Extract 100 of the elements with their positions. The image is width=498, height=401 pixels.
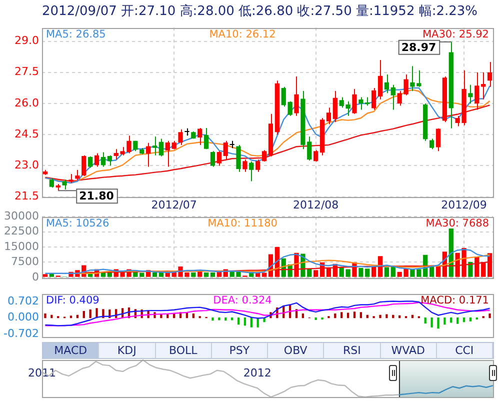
bar bbox=[456, 317, 459, 324]
bar bbox=[237, 317, 240, 325]
candlestick bbox=[468, 84, 473, 104]
y-tick-label: 0 bbox=[32, 270, 39, 284]
candlestick bbox=[49, 178, 54, 188]
bar bbox=[210, 272, 216, 277]
bar bbox=[250, 317, 252, 328]
bar bbox=[89, 310, 92, 318]
series-label: DEA: 0.324 bbox=[213, 294, 272, 306]
bar bbox=[430, 317, 433, 328]
candlestick bbox=[236, 144, 241, 172]
bar bbox=[44, 314, 46, 318]
bar bbox=[450, 317, 452, 323]
candlestick bbox=[100, 152, 106, 168]
bar bbox=[107, 272, 112, 277]
y-tick-label: 23.0 bbox=[14, 158, 39, 172]
annotation: 21.80 bbox=[79, 189, 114, 202]
bar bbox=[340, 312, 343, 318]
bar bbox=[488, 313, 491, 318]
bar bbox=[371, 266, 376, 277]
bar bbox=[82, 310, 85, 318]
y-tick-label: 0.702 bbox=[8, 294, 39, 308]
y-tick-label: 7500 bbox=[11, 255, 39, 268]
bar bbox=[326, 268, 332, 277]
chart-title: 2012/09/07 开:27.10 高:28.00 低:26.80 收:27.50 量:11952 幅:2.23% bbox=[42, 3, 478, 20]
bar bbox=[198, 271, 202, 277]
text: PSY bbox=[212, 343, 268, 358]
candlestick bbox=[436, 128, 441, 152]
x-tick-label: 2011 bbox=[28, 366, 56, 380]
candlestick bbox=[262, 150, 267, 162]
text: OBV bbox=[268, 343, 324, 358]
bar bbox=[70, 316, 72, 318]
bar bbox=[216, 272, 222, 277]
bar bbox=[218, 317, 220, 320]
y-tick-label: 22500 bbox=[4, 224, 39, 238]
candlestick bbox=[223, 140, 228, 160]
bar bbox=[468, 262, 473, 277]
candlestick bbox=[62, 179, 67, 190]
candlestick bbox=[165, 140, 170, 168]
text: MA30: 25.92 bbox=[422, 28, 489, 40]
candlestick bbox=[326, 107, 332, 125]
text: MA5: 26.85 bbox=[46, 28, 106, 40]
candlestick bbox=[249, 161, 254, 182]
bar bbox=[358, 268, 364, 277]
candlestick bbox=[358, 96, 364, 110]
bar bbox=[204, 272, 209, 277]
bar bbox=[314, 317, 317, 320]
candlestick bbox=[107, 154, 112, 166]
candlestick bbox=[487, 62, 492, 88]
bar bbox=[379, 314, 382, 318]
bar bbox=[49, 274, 54, 277]
candlestick bbox=[429, 138, 434, 150]
bar bbox=[314, 270, 318, 277]
series-label: MACD: 0.171 bbox=[420, 294, 489, 306]
candlestick bbox=[294, 76, 299, 116]
bar bbox=[192, 314, 194, 318]
bar bbox=[436, 266, 441, 277]
bar bbox=[481, 262, 486, 277]
candlestick bbox=[94, 152, 100, 168]
text: MA10: 11180 bbox=[208, 217, 278, 230]
candlestick bbox=[82, 154, 86, 177]
candlestick bbox=[204, 127, 209, 150]
candlestick bbox=[390, 84, 396, 110]
bar bbox=[360, 312, 362, 318]
bar bbox=[353, 312, 356, 318]
bar bbox=[191, 272, 196, 277]
y-tick-label: -0.702 bbox=[4, 326, 39, 340]
text: BOLL bbox=[156, 343, 212, 358]
annotation: 28.97 bbox=[401, 40, 436, 54]
candlestick bbox=[242, 158, 248, 172]
candlestick bbox=[210, 150, 216, 168]
candlestick bbox=[216, 150, 222, 166]
text: MA30: 7688 bbox=[426, 217, 489, 230]
x-tick-label: 2012/08 bbox=[292, 198, 339, 212]
bar bbox=[244, 317, 246, 326]
x-tick-label: 2012/07 bbox=[151, 198, 197, 212]
bar bbox=[437, 317, 440, 329]
y-tick-label: 15000 bbox=[4, 240, 39, 253]
candlestick bbox=[158, 138, 164, 157]
candlestick bbox=[332, 90, 338, 123]
text: WVAD bbox=[380, 343, 437, 358]
bar bbox=[212, 317, 214, 321]
bar bbox=[384, 267, 390, 277]
x-tick-label: 2012 bbox=[243, 366, 272, 380]
y-tick-label: 27.5 bbox=[14, 65, 39, 78]
y-tick-label: 0.000 bbox=[8, 310, 39, 324]
y-tick-label: 30000 bbox=[4, 209, 39, 222]
y-tick-label: 29.0 bbox=[14, 34, 39, 48]
bar bbox=[424, 317, 426, 324]
y-tick-label: 26.0 bbox=[14, 96, 39, 110]
text: CCI bbox=[436, 343, 493, 358]
candlestick bbox=[146, 142, 151, 168]
text: MA5: 10526 bbox=[46, 217, 110, 230]
bar bbox=[469, 317, 472, 322]
candlestick bbox=[256, 158, 260, 172]
bar bbox=[152, 272, 158, 277]
bar bbox=[487, 253, 492, 277]
candlestick bbox=[314, 150, 318, 162]
bar bbox=[321, 317, 324, 320]
candlestick bbox=[371, 87, 376, 110]
